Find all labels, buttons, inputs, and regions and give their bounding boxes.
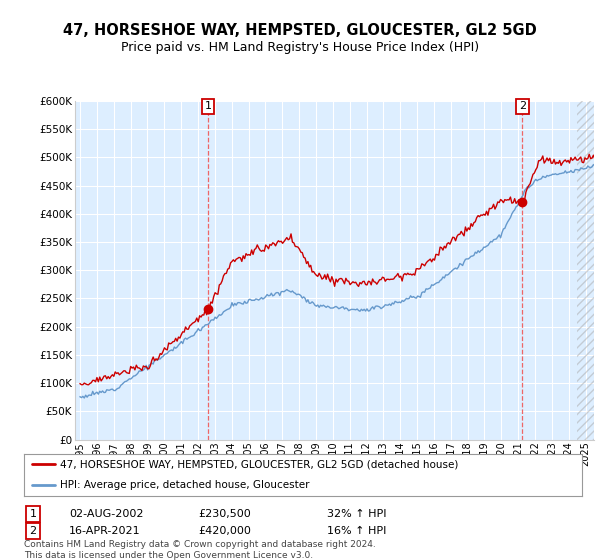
Text: 1: 1 (29, 509, 37, 519)
Text: 16-APR-2021: 16-APR-2021 (69, 526, 140, 536)
Text: £230,500: £230,500 (198, 509, 251, 519)
Text: 47, HORSESHOE WAY, HEMPSTED, GLOUCESTER, GL2 5GD (detached house): 47, HORSESHOE WAY, HEMPSTED, GLOUCESTER,… (60, 459, 458, 469)
Text: 2: 2 (29, 526, 37, 536)
Text: Contains HM Land Registry data © Crown copyright and database right 2024.
This d: Contains HM Land Registry data © Crown c… (24, 540, 376, 559)
Text: 2: 2 (519, 101, 526, 111)
Text: 1: 1 (205, 101, 211, 111)
Text: 32% ↑ HPI: 32% ↑ HPI (327, 509, 386, 519)
Text: 16% ↑ HPI: 16% ↑ HPI (327, 526, 386, 536)
Bar (577, 101, 594, 440)
Text: HPI: Average price, detached house, Gloucester: HPI: Average price, detached house, Glou… (60, 480, 310, 490)
Text: 47, HORSESHOE WAY, HEMPSTED, GLOUCESTER, GL2 5GD: 47, HORSESHOE WAY, HEMPSTED, GLOUCESTER,… (63, 24, 537, 38)
Text: £420,000: £420,000 (198, 526, 251, 536)
Text: Price paid vs. HM Land Registry's House Price Index (HPI): Price paid vs. HM Land Registry's House … (121, 41, 479, 54)
Text: 02-AUG-2002: 02-AUG-2002 (69, 509, 143, 519)
